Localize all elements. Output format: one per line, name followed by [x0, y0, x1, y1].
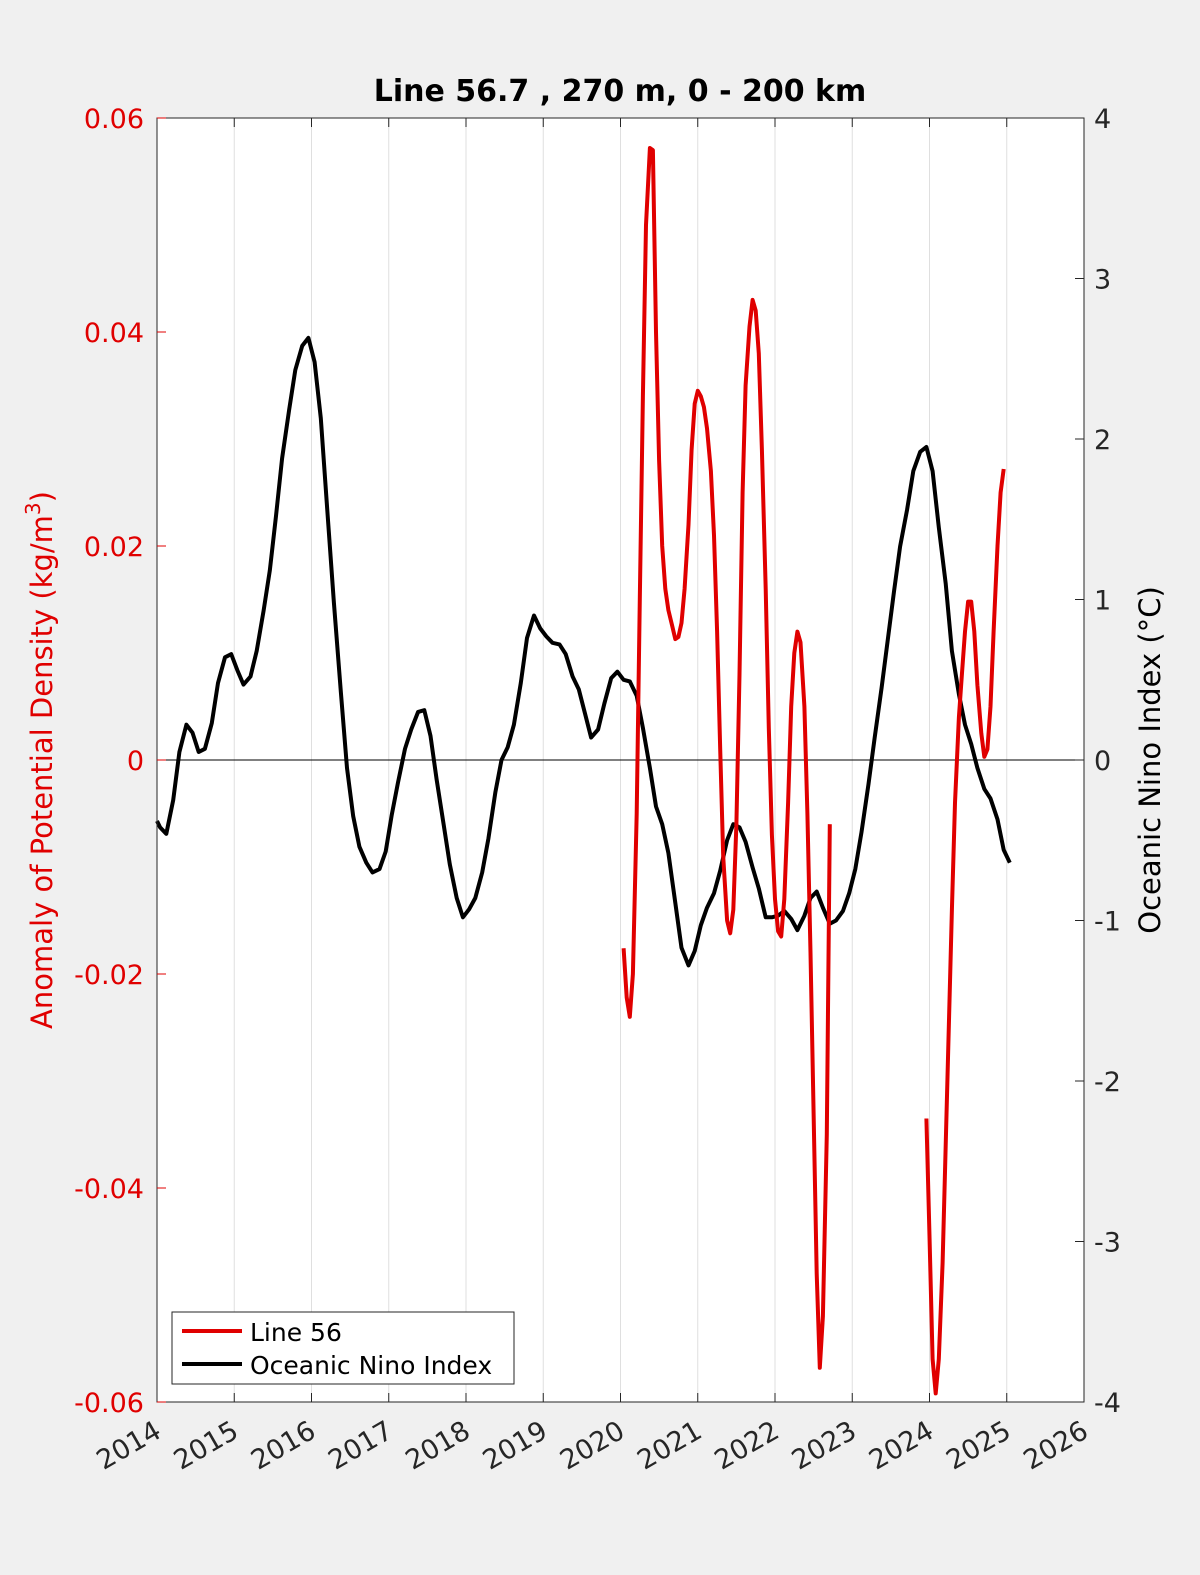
x-tick-label-2016: 2016: [246, 1415, 321, 1476]
y-right-tick-label: 2: [1094, 425, 1111, 456]
y-right-tick-label: 3: [1094, 265, 1111, 296]
right-axis-label: Oceanic Nino Index (°C): [1133, 586, 1167, 934]
x-tick-label-2017: 2017: [323, 1415, 398, 1476]
left-axis-label-close: ): [25, 491, 59, 502]
x-tick-label-2025: 2025: [941, 1415, 1016, 1476]
y-left-tick-label: -0.06: [74, 1388, 144, 1419]
x-tick-label-2021: 2021: [632, 1415, 707, 1476]
x-tick-label-2014: 2014: [91, 1415, 166, 1476]
x-tick-label-2026: 2026: [1018, 1415, 1093, 1476]
y-right-tick-label: -3: [1094, 1228, 1121, 1259]
left-y-axis: -0.06 -0.04 -0.02 0 0.02 0.04 0.06: [74, 104, 166, 1419]
x-tick-label-2020: 2020: [555, 1415, 630, 1476]
y-right-tick-label: -2: [1094, 1067, 1121, 1098]
x-tick-label-2023: 2023: [787, 1415, 862, 1476]
series-line56-segment-2: [924, 468, 1006, 1396]
legend-label-line56: Line 56: [250, 1318, 342, 1347]
legend-box: [171, 1311, 515, 1385]
left-axis-label: Anomaly of Potential Density (kg/m3): [21, 491, 59, 1029]
y-right-tick-label: 1: [1094, 586, 1111, 617]
series-oni-segment-1: [155, 335, 1012, 968]
chart-title: Line 56.7 , 270 m, 0 - 200 km: [374, 74, 867, 109]
x-tick-label-2015: 2015: [169, 1415, 244, 1476]
y-left-tick-label: 0.02: [84, 532, 144, 563]
y-left-tick-label: 0.04: [84, 318, 144, 349]
series-layer: [155, 146, 1012, 1396]
y-left-tick-label: 0: [127, 746, 144, 777]
y-right-tick-label: -4: [1094, 1388, 1121, 1419]
y-left-tick-label: 0.06: [84, 104, 144, 135]
x-tick-label-2018: 2018: [400, 1415, 475, 1476]
y-right-tick-label: 4: [1094, 104, 1111, 135]
series-line56-segment-1: [621, 146, 832, 1370]
legend: Line 56 Oceanic Nino Index: [171, 1311, 515, 1385]
right-y-axis: -4 -3 -2 -1 0 1 2 3 4: [1075, 104, 1121, 1419]
legend-label-oni: Oceanic Nino Index: [250, 1351, 492, 1380]
x-tick-label-2022: 2022: [709, 1415, 784, 1476]
y-left-tick-label: -0.04: [74, 1174, 144, 1205]
left-axis-label-superscript: 3: [21, 502, 45, 515]
y-right-tick-label: 0: [1094, 746, 1111, 777]
y-right-tick-label: -1: [1094, 907, 1121, 938]
x-tick-label-2024: 2024: [864, 1415, 939, 1476]
x-tick-label-2019: 2019: [478, 1415, 553, 1476]
y-left-tick-label: -0.02: [74, 960, 144, 991]
